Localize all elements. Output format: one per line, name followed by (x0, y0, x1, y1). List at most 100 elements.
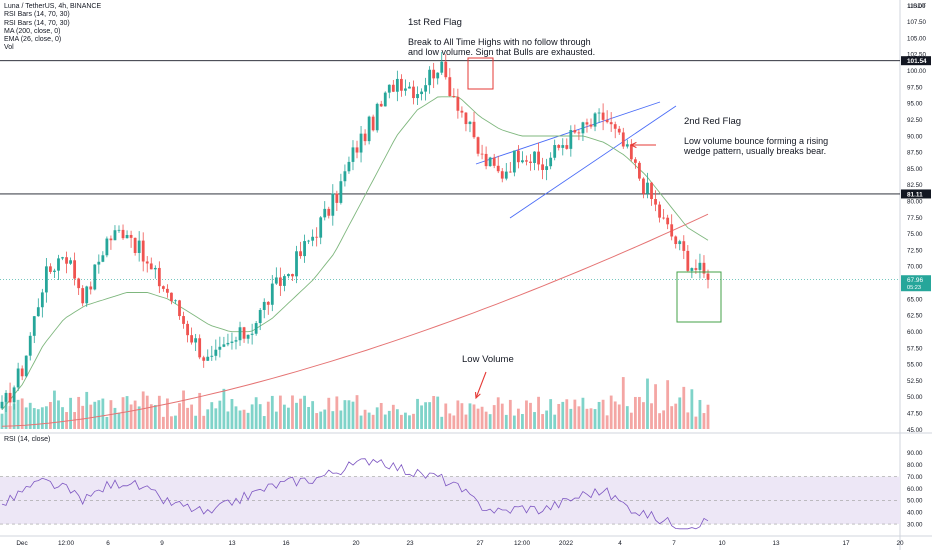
candle-body (319, 217, 323, 238)
wedge-lower-line (509, 105, 677, 219)
candle-body (460, 110, 464, 113)
time-tick-3: 9 (160, 540, 164, 547)
volume-bar (391, 404, 395, 429)
volume-bar (242, 409, 246, 429)
volume-bar (258, 404, 262, 429)
volume-bar (295, 402, 298, 429)
candle-body (609, 122, 613, 125)
volume-bar (339, 410, 343, 429)
candle-body (597, 112, 601, 114)
volume-bar (404, 412, 407, 429)
price-tick-26: 45.00 (907, 427, 923, 434)
flag2-text-1: Low volume bounce forming a rising (684, 136, 829, 146)
candle-body (589, 124, 593, 127)
volume-bar (202, 415, 206, 429)
volume-bar (266, 401, 270, 429)
legend-symbol[interactable]: Luna / TetherUS, 4h, BINANCE (4, 3, 102, 10)
volume-bar (646, 378, 649, 429)
chart-legend: Luna / TetherUS, 4h, BINANCE RSI Bars (1… (4, 3, 101, 53)
candle-body (20, 368, 24, 377)
candle-body (190, 335, 194, 343)
volume-bar (674, 403, 678, 429)
volume-bar (371, 414, 375, 429)
volume-bar (61, 407, 64, 429)
volume-bar (638, 396, 641, 429)
candle-body (529, 161, 532, 163)
price-tick-6: 95.00 (907, 101, 923, 108)
volume-bar (416, 398, 419, 429)
legend-rsi-bars-2[interactable]: RSI Bars (14, 70, 30) (4, 19, 70, 27)
volume-bar (609, 395, 613, 429)
price-tick-21: 57.50 (907, 345, 923, 352)
volume-bar (270, 395, 274, 429)
candle-body (153, 267, 157, 270)
candle-body (428, 69, 432, 86)
candle-body (327, 208, 331, 216)
rsi-tick-1: 80.00 (907, 462, 923, 469)
candle-body (295, 251, 298, 277)
ma-200-line (1, 213, 709, 427)
candle-body (121, 229, 125, 239)
volume-bar (666, 380, 670, 429)
volume-bar (32, 408, 36, 429)
volume-bar (504, 414, 508, 429)
volume-bar (408, 415, 411, 429)
volume-bar (516, 408, 520, 429)
legend-vol[interactable]: Vol (4, 44, 14, 52)
last-price-tag (901, 275, 931, 292)
volume-bar (250, 404, 254, 429)
rsi-pane-label[interactable]: RSI (14, close) (4, 436, 51, 443)
price-tick-16: 70.00 (907, 264, 923, 271)
candle-body (391, 84, 395, 92)
candle-body (303, 241, 306, 257)
candle-body (4, 392, 8, 402)
legend-ema[interactable]: EMA (26, close, 0) (4, 36, 62, 44)
candle-body (670, 224, 674, 237)
candle-body (186, 323, 189, 336)
candle-body (77, 278, 81, 289)
candle-body (646, 182, 649, 194)
volume-bar (166, 398, 169, 429)
volume-bar (553, 414, 557, 429)
candle-body (694, 268, 698, 270)
candle-body (472, 121, 476, 138)
price-tick-18: 65.00 (907, 296, 923, 303)
legend-rsi-bars-1[interactable]: RSI Bars (14, 70, 30) (4, 11, 70, 19)
volume-bar (8, 406, 12, 429)
volume-bar (420, 405, 423, 429)
volume-bar (682, 386, 686, 429)
volume-bar (625, 406, 629, 429)
volume-bar (182, 390, 185, 429)
volume-bar (157, 395, 161, 429)
candle-body (246, 334, 250, 339)
volume-bar (537, 396, 540, 429)
volume-bar (633, 396, 637, 429)
candle-body (258, 309, 262, 324)
price-tick-25: 47.50 (907, 410, 923, 417)
candle-body (242, 327, 246, 339)
volume-bar (93, 401, 97, 429)
ema-26-line (1, 96, 709, 411)
time-tick-15: 17 (842, 540, 850, 547)
volume-bar (500, 403, 504, 429)
candle-body (698, 262, 702, 270)
volume-bar (670, 406, 674, 429)
candle-body (214, 349, 218, 356)
highlight-boxes (467, 57, 722, 323)
candle-body (408, 86, 411, 89)
candle-body (129, 234, 133, 238)
candle-body (339, 181, 343, 203)
volume-bar (432, 395, 436, 429)
volume-bar (77, 396, 81, 429)
candle-body (170, 292, 173, 302)
volume-bar (662, 410, 666, 429)
volume-bar (448, 413, 452, 429)
candle-body (323, 208, 327, 218)
rising-wedge (475, 101, 677, 219)
volume-bar (496, 397, 500, 429)
volume-bar (335, 396, 339, 429)
volume-bar (291, 395, 294, 429)
legend-ma[interactable]: MA (200, close, 0) (4, 27, 61, 35)
ema-path (1, 96, 709, 411)
